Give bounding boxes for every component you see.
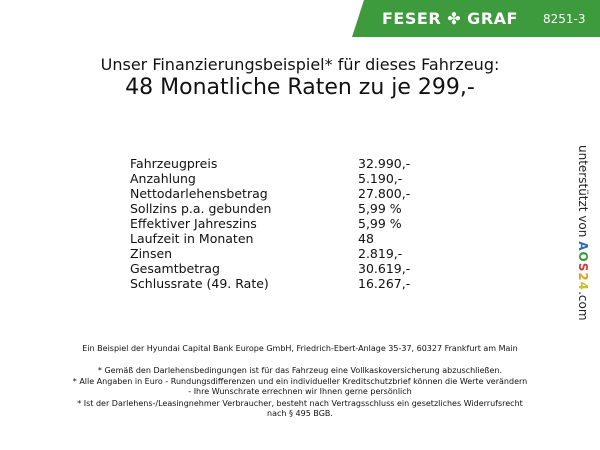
row-value: 5,99 % [358, 216, 402, 231]
row-label: Laufzeit in Monaten [130, 231, 254, 246]
row-label: Anzahlung [130, 171, 196, 186]
row-label: Sollzins p.a. gebunden [130, 201, 272, 216]
footnote-3: * Ist der Darlehens-/Leasingnehmer Verbr… [77, 399, 523, 408]
table-row: Schlussrate (49. Rate) 16.267,- [130, 276, 410, 291]
supported-by: unterstützt von AOS24.com [576, 145, 590, 321]
row-value: 5.190,- [358, 171, 403, 186]
row-value: 27.800,- [358, 186, 411, 201]
row-label: Nettodarlehensbetrag [130, 186, 268, 201]
table-row: Zinsen 2.819,- [130, 246, 410, 261]
table-row: Anzahlung 5.190,- [130, 171, 410, 186]
row-value: 30.619,- [358, 261, 411, 276]
row-value: 48 [358, 231, 374, 246]
row-label: Zinsen [130, 246, 173, 261]
row-label: Gesamtbetrag [130, 261, 220, 276]
row-value: 2.819,- [358, 246, 403, 261]
table-row: Fahrzeugpreis 32.990,- [130, 156, 410, 171]
brand-banner [352, 0, 600, 37]
brand-logo: FESER ✤ GRAF [382, 9, 518, 28]
page-title: 48 Monatliche Raten zu je 299,- [125, 75, 475, 100]
footnote-2: * Alle Angaben in Euro - Rundungsdiffere… [72, 377, 528, 386]
vehicle-code: 8251-3 [543, 12, 586, 26]
row-value: 5,99 % [358, 201, 402, 216]
row-label: Schlussrate (49. Rate) [130, 276, 269, 291]
table-row: Sollzins p.a. gebunden 5,99 % [130, 201, 410, 216]
table-row: Laufzeit in Monaten 48 [130, 231, 410, 246]
table-row: Gesamtbetrag 30.619,- [130, 261, 410, 276]
row-value: 16.267,- [358, 276, 411, 291]
aos24-logo: AOS24 [576, 241, 590, 292]
table-row: Effektiver Jahreszins 5,99 % [130, 216, 410, 231]
row-label: Fahrzeugpreis [130, 156, 218, 171]
bank-note: Ein Beispiel der Hyundai Capital Bank Eu… [82, 344, 518, 353]
supported-by-label: unterstützt von [576, 145, 590, 238]
table-row: Nettodarlehensbetrag 27.800,- [130, 186, 410, 201]
row-value: 32.990,- [358, 156, 411, 171]
supported-by-suffix: .com [576, 291, 590, 321]
footnote-1: * Gemäß den Darlehensbedingungen ist für… [97, 366, 503, 375]
page-subtitle: Unser Finanzierungsbeispiel* für dieses … [100, 55, 500, 74]
row-label: Effektiver Jahreszins [130, 216, 257, 231]
footnote-3b: nach § 495 BGB. [267, 409, 333, 418]
finance-table: Fahrzeugpreis 32.990,- Anzahlung 5.190,- Net… [130, 156, 410, 291]
footnote-2b: - Ihre Wunschrate errechnen wir Ihnen ge… [188, 387, 412, 396]
